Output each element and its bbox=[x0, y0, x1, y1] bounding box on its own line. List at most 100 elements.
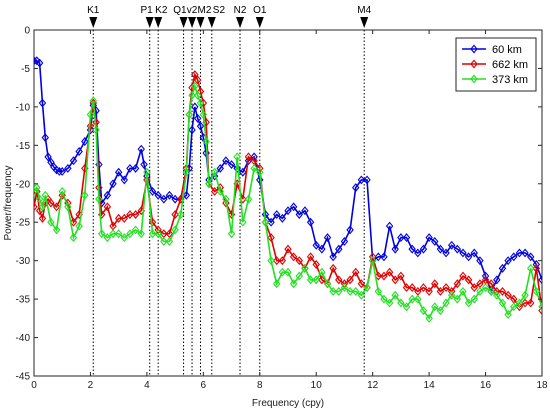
data-point bbox=[210, 167, 219, 177]
y-tick-label: -35 bbox=[16, 295, 31, 306]
tidal-label: S2 bbox=[213, 5, 226, 16]
data-point bbox=[278, 213, 287, 223]
data-point bbox=[222, 194, 230, 204]
x-tick-label: 16 bbox=[480, 380, 492, 391]
data-point bbox=[436, 306, 445, 316]
data-point bbox=[363, 175, 371, 185]
data-point bbox=[38, 213, 47, 223]
data-point bbox=[312, 260, 320, 269]
data-point bbox=[408, 294, 416, 304]
data-point bbox=[425, 233, 433, 243]
data-point bbox=[419, 244, 428, 254]
data-point bbox=[227, 160, 236, 170]
data-point bbox=[44, 152, 52, 162]
data-point bbox=[442, 248, 450, 258]
data-point bbox=[89, 96, 97, 106]
data-point bbox=[137, 144, 145, 154]
x-tick-label: 12 bbox=[367, 380, 379, 391]
data-point bbox=[284, 244, 292, 254]
data-point bbox=[323, 233, 332, 243]
data-point bbox=[431, 302, 439, 312]
data-point bbox=[515, 302, 524, 312]
data-point bbox=[442, 283, 450, 293]
data-point bbox=[402, 302, 411, 312]
tidal-constituent-markers: K1 P1 K2 Q1 v2 M2 S2 N2 O1 M4 bbox=[87, 5, 372, 376]
data-point bbox=[58, 187, 66, 196]
data-point bbox=[188, 125, 196, 135]
data-point bbox=[538, 302, 542, 312]
series-layer bbox=[34, 56, 542, 323]
data-point bbox=[464, 275, 473, 285]
tidal-arrow-icon bbox=[145, 17, 154, 28]
data-point bbox=[199, 110, 208, 120]
data-point bbox=[34, 56, 38, 66]
data-point bbox=[58, 190, 66, 200]
data-point bbox=[47, 198, 55, 208]
data-point bbox=[196, 121, 205, 131]
y-tick-label: -30 bbox=[16, 256, 31, 267]
data-point bbox=[86, 125, 95, 135]
data-point bbox=[335, 244, 343, 254]
data-point bbox=[487, 286, 495, 296]
x-tick-label: 4 bbox=[144, 380, 150, 391]
data-point bbox=[171, 225, 179, 235]
x-tick-label: 6 bbox=[201, 380, 207, 391]
data-point bbox=[103, 190, 112, 200]
data-point bbox=[52, 202, 61, 212]
data-point bbox=[329, 252, 337, 262]
data-point bbox=[95, 194, 103, 204]
data-point bbox=[368, 256, 377, 266]
data-point bbox=[402, 233, 411, 243]
data-point bbox=[188, 90, 196, 100]
tidal-arrow-icon bbox=[196, 17, 205, 28]
data-point bbox=[510, 302, 518, 312]
x-tick-label: 18 bbox=[536, 380, 548, 391]
data-point bbox=[318, 275, 326, 285]
data-point bbox=[222, 198, 230, 208]
data-point bbox=[453, 279, 462, 289]
data-point bbox=[453, 294, 462, 304]
data-point bbox=[447, 240, 456, 250]
data-point bbox=[216, 187, 224, 196]
data-point bbox=[58, 167, 66, 176]
data-point bbox=[346, 286, 354, 296]
data-point bbox=[160, 236, 168, 246]
data-point bbox=[318, 267, 326, 277]
data-point bbox=[436, 244, 445, 254]
data-point bbox=[301, 263, 309, 273]
data-point bbox=[532, 263, 541, 273]
data-point bbox=[193, 75, 202, 85]
data-point bbox=[278, 267, 287, 277]
data-point bbox=[380, 271, 388, 281]
data-point bbox=[34, 183, 41, 193]
data-point bbox=[284, 206, 292, 216]
data-point bbox=[476, 286, 484, 296]
data-point bbox=[526, 263, 535, 273]
data-point bbox=[131, 163, 140, 173]
data-point bbox=[346, 275, 354, 285]
data-point bbox=[98, 229, 106, 239]
data-point bbox=[267, 217, 275, 227]
data-point bbox=[272, 279, 281, 289]
data-point bbox=[498, 263, 507, 273]
data-point bbox=[391, 290, 399, 300]
data-point bbox=[191, 70, 199, 80]
data-point bbox=[244, 156, 253, 166]
data-point bbox=[239, 217, 247, 227]
data-point bbox=[306, 217, 315, 227]
data-point bbox=[272, 256, 281, 266]
data-point bbox=[476, 256, 484, 266]
data-point bbox=[295, 256, 304, 266]
data-point bbox=[114, 229, 123, 239]
data-point bbox=[160, 194, 168, 204]
data-point bbox=[431, 279, 439, 289]
data-point bbox=[408, 244, 416, 254]
data-point bbox=[86, 110, 95, 120]
legend: 60 km 662 km 373 km bbox=[455, 37, 537, 92]
data-point bbox=[205, 179, 213, 189]
data-point bbox=[521, 248, 529, 258]
data-point bbox=[81, 190, 89, 200]
data-point bbox=[86, 121, 95, 131]
data-point bbox=[131, 225, 140, 235]
data-point bbox=[532, 260, 541, 269]
